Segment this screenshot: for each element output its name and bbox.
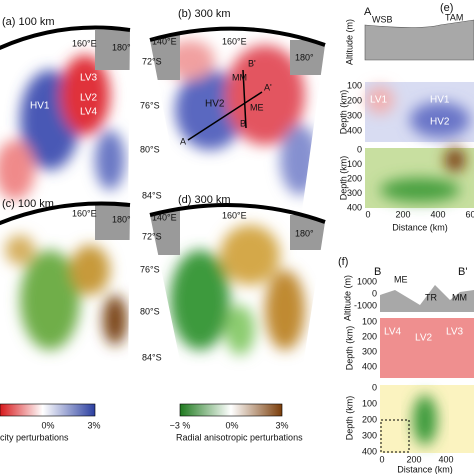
label: 0	[372, 288, 377, 298]
label: 84°S	[142, 352, 162, 362]
label: 180°	[112, 214, 131, 224]
label: 200	[395, 209, 410, 219]
label: 200	[362, 414, 377, 424]
label: LV3	[446, 327, 463, 338]
label: LV2	[415, 333, 432, 344]
label: 200	[347, 173, 362, 183]
label: Altitude (m)	[342, 275, 352, 321]
label: 140°E	[152, 36, 177, 46]
label: 100	[362, 316, 377, 326]
label: LV3	[80, 73, 97, 84]
maps	[0, 25, 326, 385]
label: B	[374, 266, 381, 278]
label: 400	[347, 125, 362, 135]
section-f	[380, 285, 474, 453]
label: Depth (km)	[344, 326, 354, 371]
label: Depth (km)	[344, 396, 354, 441]
label: 0%	[225, 420, 238, 430]
label: 80°S	[140, 144, 160, 154]
label: 140°E	[152, 212, 177, 222]
label: (a) 100 km	[2, 16, 55, 28]
label: (c) 100 km	[2, 198, 54, 210]
label: 0%	[41, 420, 54, 430]
label: Radial anisotropic perturbations	[176, 432, 303, 442]
label: HV1	[30, 101, 50, 112]
label: MM	[232, 72, 247, 82]
label: 400	[362, 361, 377, 371]
label: A	[180, 136, 186, 146]
label: HV1	[430, 95, 450, 106]
label: 0	[379, 454, 384, 464]
label: 200	[362, 331, 377, 341]
label: 300	[362, 430, 377, 440]
label: 100	[347, 159, 362, 169]
label: −3 %	[170, 420, 191, 430]
label: 200	[406, 454, 421, 464]
label: TAM	[445, 12, 463, 22]
label: Distance (km)	[392, 222, 448, 232]
label: (d) 300 km	[178, 194, 231, 206]
label: 72°S	[142, 231, 162, 241]
label: 100	[347, 80, 362, 90]
label: B'	[248, 58, 256, 68]
colorbar	[0, 403, 96, 417]
label: 180°	[295, 228, 314, 238]
label: Distance (km)	[397, 464, 453, 474]
label: 76°S	[140, 100, 160, 110]
label: A'	[264, 82, 272, 92]
label: 160°E	[222, 210, 247, 220]
label: Altitude (m)	[344, 19, 354, 65]
label: 0	[365, 209, 370, 219]
label: LV2	[80, 93, 97, 104]
label: ME	[394, 274, 408, 284]
label: 80°S	[140, 306, 160, 316]
label: 3%	[87, 420, 100, 430]
label: 400	[438, 454, 453, 464]
label: 300	[347, 188, 362, 198]
label: TR	[425, 292, 437, 302]
label: 180°	[295, 52, 314, 62]
label: -1000	[354, 300, 377, 310]
label: Depth (km)	[338, 156, 348, 201]
colorbar	[179, 403, 283, 417]
label: 400	[430, 209, 445, 219]
label: A	[364, 6, 372, 18]
label: B	[240, 118, 246, 128]
label: 72°S	[142, 56, 162, 66]
label: (b) 300 km	[178, 8, 231, 20]
label: ME	[250, 102, 264, 112]
label: B'	[458, 266, 467, 278]
label: (f)	[338, 256, 348, 268]
label: (e)	[440, 2, 453, 14]
label: 300	[347, 110, 362, 120]
label: 0	[372, 382, 377, 392]
label: 160°E	[222, 36, 247, 46]
label: 400	[347, 202, 362, 212]
label: 160°E	[72, 208, 97, 218]
label: 200	[347, 95, 362, 105]
label: 3%	[275, 420, 288, 430]
label: WSB	[372, 14, 393, 24]
label: Depth (km)	[338, 90, 348, 135]
label: 1000	[357, 276, 377, 286]
label: 400	[362, 446, 377, 456]
label: 180°	[112, 42, 131, 52]
label: LV1	[370, 95, 387, 106]
label: 84°S	[142, 190, 162, 200]
label: 300	[362, 346, 377, 356]
label: LV4	[384, 327, 401, 338]
label: 76°S	[140, 264, 160, 274]
label: MM	[452, 292, 467, 302]
label: HV2	[205, 99, 225, 110]
label: LV4	[80, 107, 97, 118]
label: city perturbations	[0, 432, 69, 442]
label: 160°E	[72, 38, 97, 48]
label: HV2	[430, 117, 450, 128]
label: 100	[362, 398, 377, 408]
section-e	[364, 19, 474, 208]
label: 0	[357, 144, 362, 154]
label: 600	[465, 209, 474, 219]
